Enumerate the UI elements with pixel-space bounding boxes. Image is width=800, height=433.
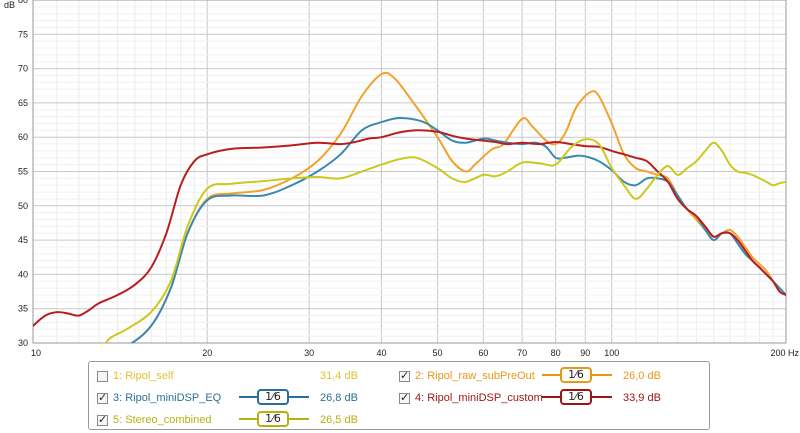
legend-panel: 1: Ripol_self 31,4 dB 2: Ripol_raw_subPr… — [88, 361, 710, 430]
legend-checkbox-4[interactable] — [399, 391, 410, 404]
smoothing-control-5[interactable]: 1⁄6 — [239, 410, 309, 428]
y-tick-label: 60 — [18, 132, 28, 142]
x-tick-label: 90 — [580, 348, 590, 358]
y-tick-label: 50 — [18, 201, 28, 211]
legend-checkbox-5[interactable] — [97, 413, 108, 426]
legend-value-5: 26,5 dB — [320, 414, 358, 426]
legend-label-4: 4: Ripol_miniDSP_custom — [415, 392, 543, 404]
smoothing-label-4: 1⁄6 — [560, 389, 592, 405]
series-line-2 — [130, 71, 786, 343]
x-tick-label: 80 — [551, 348, 561, 358]
legend-checkbox-2[interactable] — [399, 369, 410, 382]
legend-value-4: 33,9 dB — [623, 392, 661, 404]
legend-item-1[interactable]: 1: Ripol_self — [97, 367, 174, 385]
x-tick-label: 60 — [478, 348, 488, 358]
grid — [32, 0, 787, 344]
x-tick-label: 100 — [604, 348, 619, 358]
frequency-response-chart: 30 35 40 45 50 55 60 65 70 75 80 10 20 30 40 50 60 70 80 90… — [4, 0, 800, 358]
y-tick-label: 70 — [18, 64, 28, 74]
series-line-4 — [33, 129, 786, 327]
legend-item-4[interactable]: 4: Ripol_miniDSP_custom — [399, 389, 543, 407]
plot-frame — [32, 0, 787, 344]
y-tick-label: 65 — [18, 98, 28, 108]
legend-label-5: 5: Stereo_combined — [113, 414, 212, 426]
y-tick-label: 35 — [18, 304, 28, 314]
legend-item-2[interactable]: 2: Ripol_raw_subPreOut — [399, 367, 535, 385]
legend-checkbox-3[interactable] — [97, 391, 108, 404]
x-tick-label: 50 — [433, 348, 443, 358]
smoothing-label-5: 1⁄6 — [257, 411, 289, 427]
legend-label-3: 3: Ripol_miniDSP_EQ — [113, 392, 222, 404]
x-tick-label: 200 Hz — [770, 348, 799, 358]
legend-label-1: 1: Ripol_self — [113, 370, 174, 382]
x-tick-label: 70 — [517, 348, 527, 358]
x-tick-label: 20 — [202, 348, 212, 358]
x-tick-label: 40 — [376, 348, 386, 358]
x-tick-label: 30 — [304, 348, 314, 358]
y-tick-label: 55 — [18, 167, 28, 177]
smoothing-label-3: 1⁄6 — [257, 389, 289, 405]
legend-value-2: 26,0 dB — [623, 370, 661, 382]
legend-item-3[interactable]: 3: Ripol_miniDSP_EQ — [97, 389, 221, 407]
legend-value-3: 26,8 dB — [320, 392, 358, 404]
y-tick-label: 30 — [18, 338, 28, 348]
y-tick-label: 45 — [18, 235, 28, 245]
smoothing-control-3[interactable]: 1⁄6 — [239, 388, 309, 406]
smoothing-control-4[interactable]: 1⁄6 — [542, 388, 612, 406]
y-axis-label: dB — [4, 0, 15, 10]
axis-ticks: 30 35 40 45 50 55 60 65 70 75 80 10 20 30 40 50 60 70 80 90… — [18, 0, 800, 358]
y-tick-label: 80 — [18, 0, 28, 5]
legend-value-1: 31,4 dB — [320, 370, 358, 382]
legend-item-5[interactable]: 5: Stereo_combined — [97, 411, 211, 429]
y-tick-label: 75 — [18, 29, 28, 39]
series-lines — [33, 71, 786, 343]
series-line-5 — [104, 138, 786, 343]
x-tick-label: 10 — [31, 348, 41, 358]
smoothing-label-2: 1⁄6 — [560, 367, 592, 383]
smoothing-control-2[interactable]: 1⁄6 — [542, 366, 612, 384]
legend-label-2: 2: Ripol_raw_subPreOut — [415, 370, 535, 382]
y-tick-label: 40 — [18, 269, 28, 279]
legend-checkbox-1[interactable] — [97, 370, 108, 382]
